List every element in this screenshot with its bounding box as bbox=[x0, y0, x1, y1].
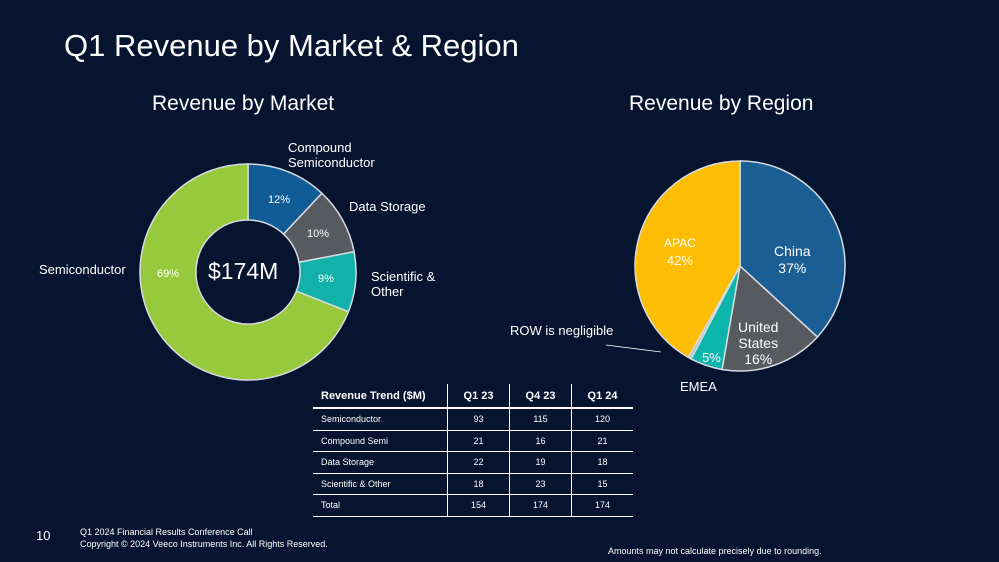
table-cell: 174 bbox=[509, 494, 572, 517]
legend-label-semiconductor: Semiconductor bbox=[39, 262, 126, 277]
table-row-total: Total 154 174 174 bbox=[313, 494, 633, 517]
donut-center-total: $174M bbox=[208, 258, 279, 284]
donut-pct-data-storage: 10% bbox=[307, 228, 330, 240]
legend-label-compound-semiconductor: Compound Semiconductor bbox=[288, 140, 375, 170]
legend-label-scientific-other: Scientific & Other bbox=[371, 269, 436, 299]
table-cell: 115 bbox=[509, 408, 572, 431]
pie-label-china: China 37% bbox=[774, 243, 811, 276]
region-pie-chart bbox=[634, 160, 846, 372]
table-cell: 18 bbox=[571, 451, 633, 474]
table-cell: 174 bbox=[571, 494, 633, 517]
table-cell: 154 bbox=[447, 494, 510, 517]
table-row: Compound Semi 21 16 21 bbox=[313, 430, 633, 452]
region-slice-china bbox=[739, 160, 846, 339]
legend-label-data-storage: Data Storage bbox=[349, 199, 426, 214]
page-number: 10 bbox=[36, 528, 51, 543]
page-title: Q1 Revenue by Market & Region bbox=[64, 28, 519, 63]
table-row: Scientific & Other 18 23 15 bbox=[313, 473, 633, 495]
table-row: Data Storage 22 19 18 bbox=[313, 451, 633, 474]
pie-label-united-states: United States 16% bbox=[738, 319, 779, 367]
table-cell: 15 bbox=[571, 473, 633, 495]
table-row: Semiconductor 93 115 120 bbox=[313, 408, 633, 431]
table-cell: Total bbox=[313, 494, 448, 517]
table-cell: 93 bbox=[447, 408, 510, 431]
table-cell: Compound Semi bbox=[313, 430, 448, 452]
donut-pct-compound: 12% bbox=[268, 194, 291, 206]
table-cell: Semiconductor bbox=[313, 408, 448, 431]
table-cell: 120 bbox=[571, 408, 633, 431]
table-cell: 19 bbox=[509, 451, 572, 474]
market-donut-chart bbox=[139, 163, 357, 381]
table-cell: 23 bbox=[509, 473, 572, 495]
pie-label-apac: APAC 42% bbox=[664, 236, 696, 268]
revenue-trend-table: Revenue Trend ($M) Q1 23 Q4 23 Q1 24 Sem… bbox=[313, 384, 633, 517]
table-cell: Scientific & Other bbox=[313, 473, 448, 495]
table-header-cell: Revenue Trend ($M) bbox=[313, 384, 448, 409]
row-annotation: ROW is negligible bbox=[510, 323, 614, 338]
table-cell: Data Storage bbox=[313, 451, 448, 474]
rounding-note: Amounts may not calculate precisely due … bbox=[608, 546, 822, 556]
table-cell: 22 bbox=[447, 451, 510, 474]
market-chart-title: Revenue by Market bbox=[152, 92, 335, 115]
footer-text: Q1 2024 Financial Results Conference Cal… bbox=[80, 527, 328, 549]
table-header-row: Revenue Trend ($M) Q1 23 Q4 23 Q1 24 bbox=[313, 384, 633, 409]
donut-pct-semiconductor: 69% bbox=[157, 268, 180, 280]
pie-label-emea: EMEA bbox=[680, 379, 717, 394]
region-slice-apac bbox=[634, 160, 741, 359]
row-callout-line bbox=[605, 344, 662, 353]
pie-pct-emea: 5% bbox=[702, 350, 721, 365]
region-chart-title: Revenue by Region bbox=[629, 92, 814, 115]
region-slice-united-states bbox=[721, 264, 819, 372]
table-cell: 21 bbox=[447, 430, 510, 452]
table-header-cell: Q4 23 bbox=[509, 384, 572, 409]
donut-pct-scientific: 9% bbox=[318, 273, 334, 285]
table-cell: 16 bbox=[509, 430, 572, 452]
table-header-cell: Q1 24 bbox=[571, 384, 633, 409]
market-slice-semiconductor bbox=[139, 163, 350, 381]
table-cell: 18 bbox=[447, 473, 510, 495]
table-header-cell: Q1 23 bbox=[447, 384, 510, 409]
table-cell: 21 bbox=[571, 430, 633, 452]
